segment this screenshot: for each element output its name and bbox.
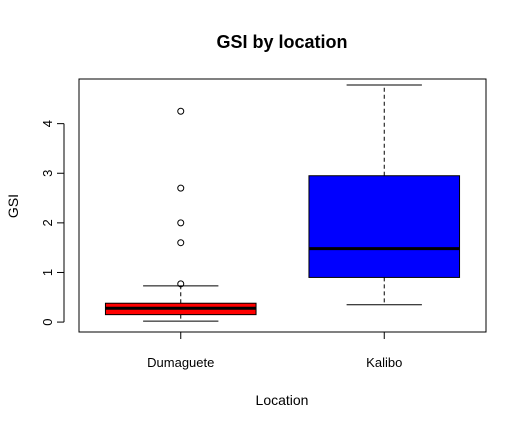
y-tick-label: 3: [40, 170, 55, 177]
chart-title: GSI by location: [216, 32, 347, 52]
outlier-point: [177, 219, 185, 227]
outlier-point: [177, 184, 185, 192]
x-axis-title: Location: [256, 392, 309, 408]
outlier-point: [177, 280, 185, 288]
outlier-point: [177, 107, 185, 115]
x-tick-label: Dumaguete: [147, 355, 214, 370]
y-tick-label: 2: [40, 219, 55, 226]
box-iqr: [308, 175, 461, 278]
outlier-point: [177, 239, 185, 247]
x-axis: Dumaguete Kalibo: [147, 332, 402, 370]
box-group-dumaguete: [104, 107, 257, 322]
x-tick-label: Kalibo: [366, 355, 402, 370]
y-axis: 0 1 2 3 4: [40, 120, 65, 326]
y-tick-label: 1: [40, 269, 55, 276]
box-group-kalibo: [308, 84, 461, 306]
plot-frame: [78, 78, 487, 333]
plot-area: [104, 84, 461, 322]
y-tick-label: 0: [40, 318, 55, 325]
y-tick-label: 4: [40, 120, 55, 127]
y-axis-title: GSI: [5, 194, 21, 218]
